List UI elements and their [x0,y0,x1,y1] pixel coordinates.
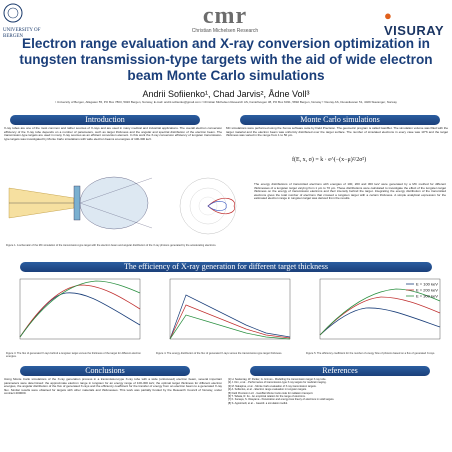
university-name: UNIVERSITY OF BERGEN [3,28,41,39]
authors: Andrii Sofiienko¹, Chad Jarvis², Ådne Vo… [142,89,310,99]
cmr-subtitle: Christian Michelsen Research [191,28,259,34]
reference-item: [1] H. Seelentag, W. Parker, G. Grimes -… [228,378,327,381]
logo-bar: UNIVERSITY OF BERGEN cmr Christian Miche… [0,0,452,40]
reference-item: [2] J. Kim, et al. - Performance of tran… [228,381,327,385]
figure-1-schematic [4,168,154,238]
reference-item: [7] K. Kanaya, S. Okayama - Penetration … [228,398,335,402]
poster-title: Electron range evaluation and X-ray conv… [19,36,433,83]
mc-formula: f(E, x, σ) = k · e^(−(x−μ)²/2σ²) [292,157,367,163]
figure-2-svg [179,177,237,235]
figure-3-caption: Figure 3. The flux of generated X-rays b… [6,352,141,359]
chart-1-svg [19,278,141,340]
figure-5-caption: Figure 5. The efficiency coefficient for… [306,352,436,355]
legend-entry-2: E = 200 keV [416,288,438,293]
university-seal-icon [3,3,23,23]
chart-3-legend: E = 100 keV E = 200 keV E = 300 keV [406,282,438,299]
affiliations: ¹ University of Bergen, Allégaten 55, PO… [55,100,397,104]
angular-distribution-curve [207,197,235,215]
chart-3-svg: E = 100 keV E = 200 keV E = 300 keV [319,278,441,340]
curve-200kev [19,284,141,338]
conclusions-text: Using Monte Carlo simulations of the X-r… [4,378,222,396]
university-logo: UNIVERSITY OF BERGEN [3,3,58,39]
curve-300kev [19,280,141,338]
section-head-monte-carlo: Monte Carlo simulations [240,115,440,125]
references-list: [1] H. Seelentag, W. Parker, G. Grimes -… [228,378,448,448]
reference-item: [8] S. Agostinelli, et al. - Geant4: a s… [228,401,288,405]
section-head-conclusions: Conclusions [20,366,190,376]
legend-entry-3: E = 300 keV [416,294,438,299]
cmr-word: cmr [202,3,248,29]
mc-text: MC simulations were performed using the … [226,127,448,138]
target-plate [73,185,81,221]
reference-item: [4] A. Sofiienko, et al. - Electron rang… [228,388,307,392]
visuray-logo: ● VISURAY [384,8,450,38]
xray-cone [79,176,149,230]
visuray-mark-icon: ● [384,8,393,23]
reference-item: [5] Field Precision LLC - GamBet Monte C… [228,391,314,395]
section-head-efficiency: The efficiency of X-ray generation for d… [20,262,432,272]
mc-text-2: The energy distributions of transmitted … [254,183,446,201]
visuray-word: VISURAY [384,23,445,38]
introduction-text: X-ray tubes are one of the most common a… [4,127,222,141]
legend-entry-1: E = 100 keV [416,282,438,287]
section-head-references: References [250,366,430,376]
figure-4-caption: Figure 4. The energy distribution of the… [156,352,283,355]
chart-2-svg [169,278,291,340]
chart-flux-vs-thickness [6,275,146,350]
figure-1-svg [4,168,154,238]
chart-efficiency-coefficient: E = 100 keV E = 200 keV E = 300 keV [306,275,446,350]
reference-item: [3] M. Nakajima, et al. - Monte Carlo ev… [228,384,317,388]
chart-energy-distribution [156,275,296,350]
figure-2-polar [168,172,248,240]
section-head-introduction: Introduction [10,115,200,125]
figure-1-caption: Figure 1. A schematic of the MC simulati… [6,244,217,247]
reference-item: [6] T. Tabata, R. Ito - An empirical rel… [228,395,306,399]
cmr-logo: cmr Christian Michelsen Research [190,4,260,34]
